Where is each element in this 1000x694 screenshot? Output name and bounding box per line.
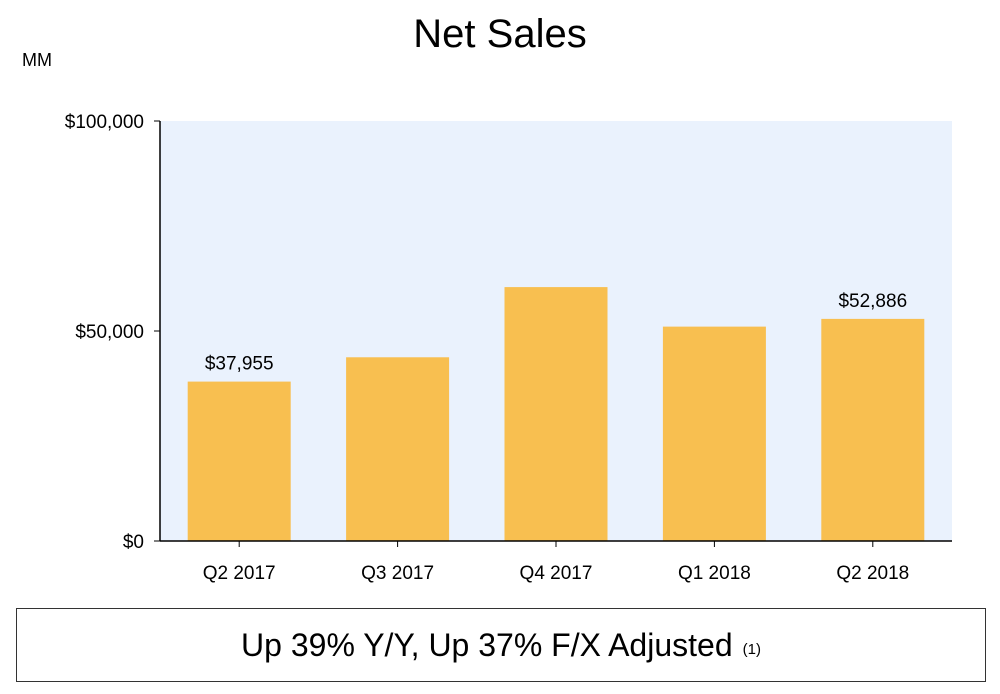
bar-0 xyxy=(187,381,291,541)
net-sales-chart: $37,955 Q2 2017 Q3 2017 Q4 2017 Q1 2018 $52,8… xyxy=(65,112,952,584)
chart-title: Net Sales xyxy=(413,12,587,56)
data-label-4: $52,886 xyxy=(838,291,907,312)
bar-4 xyxy=(821,318,925,541)
x-tick-label-1: Q3 2017 xyxy=(361,563,434,584)
x-tick-label-4: Q2 2018 xyxy=(836,563,909,584)
x-tick-label-2: Q4 2017 xyxy=(520,563,593,584)
data-label-0: $37,955 xyxy=(205,354,274,375)
unit-label: MM xyxy=(22,50,52,70)
x-tick-label-0: Q2 2017 xyxy=(203,563,276,584)
footnote-marker: (1) xyxy=(742,640,761,658)
growth-summary-text: Up 39% Y/Y, Up 37% F/X Adjusted xyxy=(241,626,733,663)
y-tick-label-0: $0 xyxy=(123,532,144,553)
y-tick-label-2: $100,000 xyxy=(65,112,144,133)
bar-2 xyxy=(504,287,608,541)
x-tick-label-3: Q1 2018 xyxy=(678,563,751,584)
growth-summary-box: Up 39% Y/Y, Up 37% F/X Adjusted (1) xyxy=(16,608,986,682)
y-tick-label-1: $50,000 xyxy=(75,322,144,343)
bar-3 xyxy=(662,326,766,541)
bar-1 xyxy=(346,357,450,541)
